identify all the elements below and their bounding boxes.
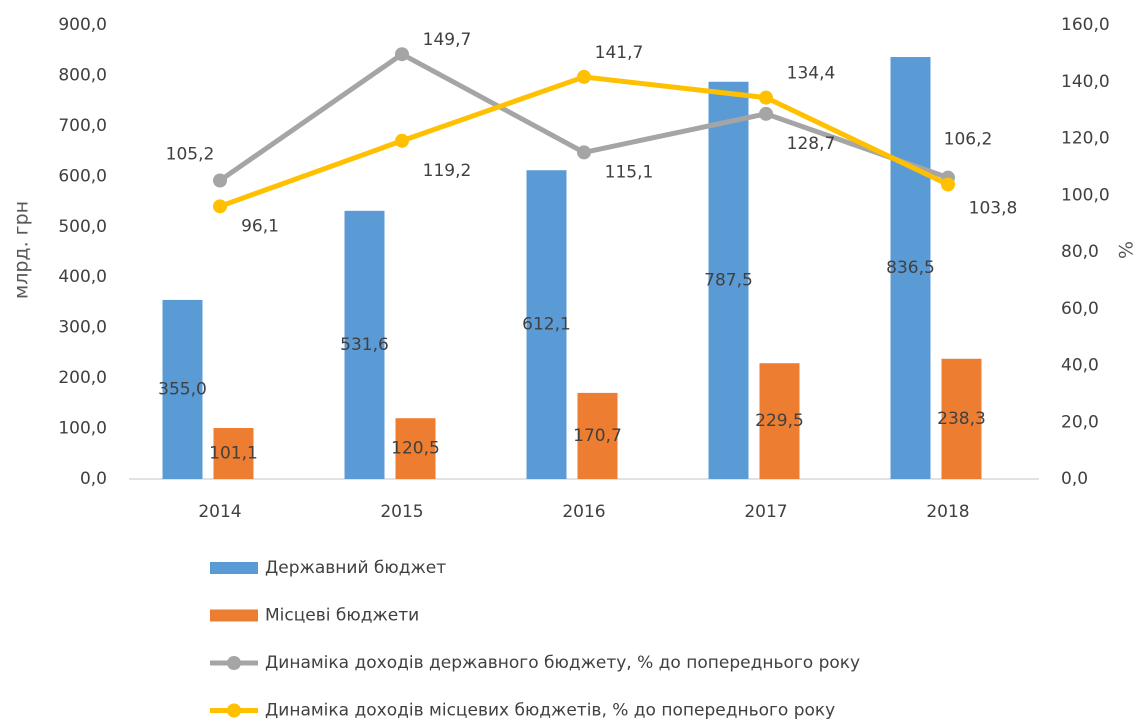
bar-value-label: 101,1 (209, 444, 258, 464)
bar-value-label: 229,5 (755, 411, 804, 431)
line-marker (395, 133, 409, 148)
bar (577, 392, 618, 479)
y2-tick-label: 20,0 (1061, 412, 1099, 432)
legend-label: Динаміка доходів державного бюджету, % д… (265, 653, 860, 673)
bar (890, 57, 931, 479)
bar-value-label: 120,5 (391, 439, 440, 459)
line-value-label: 128,7 (787, 134, 836, 154)
bar-value-label: 170,7 (573, 426, 622, 446)
line-value-label: 149,7 (423, 30, 472, 50)
y2-tick-label: 100,0 (1061, 185, 1110, 205)
line-marker (577, 69, 591, 84)
line-marker (577, 145, 591, 160)
bar (162, 299, 203, 479)
y2-tick-label: 160,0 (1061, 15, 1110, 35)
legend-label: Державний бюджет (265, 558, 446, 578)
y2-tick-label: 60,0 (1061, 299, 1099, 319)
bar-value-label: 355,0 (158, 379, 207, 399)
x-tick-label: 2017 (744, 502, 787, 522)
bar (213, 428, 254, 479)
y-axis-title: млрд. грн (11, 201, 33, 299)
line-value-label: 103,8 (969, 198, 1018, 218)
line-marker (759, 106, 773, 121)
line-marker (759, 90, 773, 105)
legend-swatch (210, 562, 258, 574)
y-tick-label: 0,0 (80, 469, 107, 489)
bar (526, 170, 567, 479)
line-marker (941, 177, 955, 192)
x-tick-label: 2015 (380, 502, 423, 522)
bar (395, 418, 436, 479)
bar (708, 81, 749, 479)
bar-value-label: 836,5 (886, 258, 935, 278)
y-tick-label: 100,0 (58, 419, 107, 439)
legend-swatch (210, 609, 258, 622)
legend-label: Місцеві бюджети (265, 606, 419, 626)
y-tick-label: 500,0 (58, 217, 107, 237)
bar-value-label: 531,6 (340, 335, 389, 355)
line-value-label: 96,1 (241, 216, 279, 236)
line-value-label: 119,2 (423, 161, 472, 181)
line-marker (213, 199, 227, 214)
x-tick-label: 2018 (926, 502, 969, 522)
y-tick-label: 200,0 (58, 368, 107, 388)
y-tick-label: 600,0 (58, 166, 107, 186)
legend-marker (227, 703, 241, 718)
bar-value-label: 787,5 (704, 270, 753, 290)
y2-tick-label: 80,0 (1061, 242, 1099, 262)
line-value-label: 115,1 (605, 162, 654, 182)
bar-value-label: 612,1 (522, 315, 571, 335)
y2-tick-label: 140,0 (1061, 72, 1110, 92)
y2-tick-label: 120,0 (1061, 129, 1110, 149)
bar (344, 210, 385, 479)
bar (941, 358, 982, 479)
line-value-label: 141,7 (595, 43, 644, 63)
y-tick-label: 300,0 (58, 318, 107, 338)
line-value-label: 134,4 (787, 64, 836, 84)
y-tick-label: 900,0 (58, 15, 107, 35)
line-value-label: 106,2 (944, 130, 993, 150)
x-tick-label: 2014 (198, 502, 241, 522)
x-tick-label: 2016 (562, 502, 605, 522)
y2-tick-label: 40,0 (1061, 356, 1099, 376)
y-tick-label: 700,0 (58, 116, 107, 136)
legend-label: Динаміка доходів місцевих бюджетів, % до… (265, 701, 835, 721)
bar-value-label: 238,3 (937, 409, 986, 429)
y2-axis-title: % (1116, 241, 1138, 259)
line-marker (395, 47, 409, 62)
line-marker (213, 173, 227, 188)
y-tick-label: 400,0 (58, 267, 107, 287)
y-tick-label: 800,0 (58, 65, 107, 85)
bar (759, 363, 800, 479)
y2-tick-label: 0,0 (1061, 469, 1088, 489)
line-value-label: 105,2 (166, 144, 215, 164)
legend-marker (227, 656, 241, 670)
